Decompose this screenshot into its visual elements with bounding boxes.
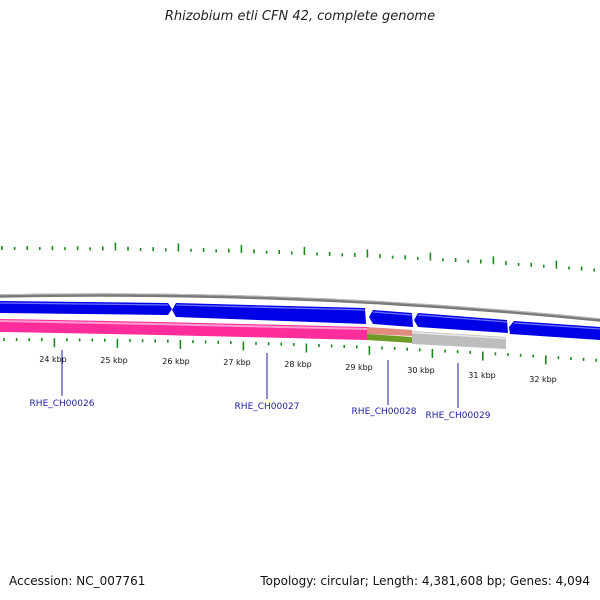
segment-green[interactable] <box>367 334 412 343</box>
scale-label: 25 kbp <box>100 356 128 365</box>
scale-label: 32 kbp <box>529 375 557 384</box>
scale-label: 31 kbp <box>468 371 496 380</box>
gene-arrow-next[interactable] <box>509 321 600 340</box>
gc-ticks-bottom <box>3 338 598 365</box>
accession-text: Accession: NC_007761 <box>9 574 146 588</box>
scale-label: 28 kbp <box>284 360 312 369</box>
gene-labels: RHE_CH00026 RHE_CH00027 RHE_CH00028 RHE_CH0… <box>30 350 491 421</box>
backbone-outer <box>0 293 600 322</box>
scale-label: 24 kbp <box>39 355 67 364</box>
scale-label: 26 kbp <box>162 357 190 366</box>
backbone-outer-highlight <box>0 293 600 320</box>
pseudo-gene-band[interactable] <box>412 331 506 349</box>
scale-label: 27 kbp <box>223 358 251 367</box>
gene-label[interactable]: RHE_CH00029 <box>426 411 491 421</box>
scale-label: 29 kbp <box>345 363 373 372</box>
gene-label[interactable]: RHE_CH00028 <box>352 407 417 417</box>
segment-red[interactable] <box>367 327 412 336</box>
gene-label[interactable]: RHE_CH00027 <box>235 402 300 412</box>
pseudo-gene-highlight <box>411 331 507 340</box>
gc-ticks-top <box>1 242 596 272</box>
rna-band-highlight <box>0 320 368 330</box>
gene-arrow-rhe-ch00029[interactable] <box>414 313 508 333</box>
scale-label: 30 kbp <box>407 366 435 375</box>
rna-band[interactable] <box>0 319 367 340</box>
map-title: Rhizobium etli CFN 42, complete genome <box>164 9 436 24</box>
gene-arrow-highlight <box>0 302 600 330</box>
topology-text: Topology: circular; Length: 4,381,608 bp… <box>260 574 590 588</box>
scale-labels: 24 kbp 25 kbp 26 kbp 27 kbp 28 kbp 29 kbp 30 k… <box>39 355 557 384</box>
gene-label[interactable]: RHE_CH00026 <box>30 399 95 409</box>
